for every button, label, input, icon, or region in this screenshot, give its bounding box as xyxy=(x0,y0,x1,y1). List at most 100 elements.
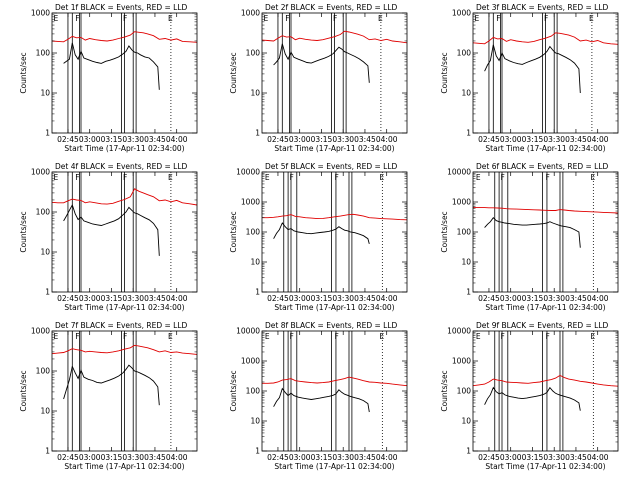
y-tick-label: 100 xyxy=(36,208,51,217)
chart-panel-7: Det 7f BLACK = Events, RED = LLD E F F E 1 10 1… xyxy=(19,321,198,471)
series-lld xyxy=(473,207,619,214)
x-tick-label: 03:30 xyxy=(543,453,565,462)
y-tick-label: 1000 xyxy=(241,198,260,207)
y-tick-label: 1000 xyxy=(31,9,50,18)
y-tick-label: 1 xyxy=(466,288,471,297)
marker-label: E xyxy=(168,332,173,341)
x-tick-label: 03:15 xyxy=(522,135,544,144)
chart-panel-9: Det 9f BLACK = Events, RED = LLD E F F E 1 10 1… xyxy=(440,321,619,471)
y-tick-label: 10 xyxy=(250,258,260,267)
series-events xyxy=(484,217,581,248)
x-tick-label: 03:00 xyxy=(500,294,522,303)
series-lld xyxy=(261,30,408,44)
chart-panel-8: Det 8f BLACK = Events, RED = LLD E F F E 1 10 1… xyxy=(229,321,408,471)
series-lld xyxy=(51,31,198,43)
chart-title: Det 6f BLACK = Events, RED = LLD xyxy=(476,162,609,171)
marker-label: F xyxy=(75,173,79,182)
chart-title: Det 4f BLACK = Events, RED = LLD xyxy=(55,162,188,171)
x-tick-label: 04:00 xyxy=(376,453,398,462)
marker-label: F xyxy=(501,332,505,341)
series-events xyxy=(273,222,370,245)
y-tick-label: 100 xyxy=(36,367,51,376)
chart-panel-3: Det 3f BLACK = Events, RED = LLD E F F E 1 10 1… xyxy=(440,3,619,153)
y-tick-label: 100 xyxy=(246,387,261,396)
chart-title: Det 9f BLACK = Events, RED = LLD xyxy=(476,321,609,330)
x-tick-label: 04:00 xyxy=(166,294,188,303)
marker-label: E xyxy=(476,173,481,182)
marker-label: F xyxy=(290,173,294,182)
x-axis-label: Start Time (17-Apr-11 02:34:00) xyxy=(485,144,605,153)
x-tick-label: 03:30 xyxy=(122,294,144,303)
y-axis-label: Counts/sec xyxy=(19,52,28,93)
x-tick-label: 03:00 xyxy=(79,135,101,144)
y-axis-label: Counts/sec xyxy=(19,370,28,411)
x-axis-label: Start Time (17-Apr-11 02:34:00) xyxy=(64,462,184,471)
series-events xyxy=(63,203,160,256)
x-tick-label: 02:45 xyxy=(478,453,500,462)
chart-panel-4: Det 4f BLACK = Events, RED = LLD E F F E 1 10 1… xyxy=(19,162,198,312)
chart-title: Det 2f BLACK = Events, RED = LLD xyxy=(265,3,398,12)
marker-label: E xyxy=(53,14,58,23)
x-tick-label: 02:45 xyxy=(267,453,289,462)
series-events xyxy=(484,386,581,411)
x-tick-label: 03:45 xyxy=(354,453,376,462)
y-tick-label: 1 xyxy=(45,129,50,138)
x-tick-label: 03:15 xyxy=(311,453,333,462)
y-tick-label: 100 xyxy=(457,49,472,58)
marker-label: F xyxy=(496,14,500,23)
x-tick-label: 04:00 xyxy=(166,453,188,462)
y-axis-label: Counts/sec xyxy=(229,52,238,93)
x-tick-label: 03:15 xyxy=(101,135,123,144)
y-tick-label: 1 xyxy=(255,129,260,138)
x-tick-label: 03:45 xyxy=(354,135,376,144)
x-tick-label: 04:00 xyxy=(376,135,398,144)
y-tick-label: 1000 xyxy=(31,327,50,336)
chart-panel-6: Det 6f BLACK = Events, RED = LLD E F F E 1 10 1… xyxy=(440,162,619,312)
x-tick-label: 03:15 xyxy=(522,453,544,462)
series-events xyxy=(484,44,581,94)
x-tick-label: 04:00 xyxy=(587,453,609,462)
y-tick-label: 10 xyxy=(40,89,50,98)
marker-label: E xyxy=(53,332,58,341)
y-tick-label: 10000 xyxy=(236,168,260,177)
marker-label: E xyxy=(590,332,595,341)
y-axis-label: Counts/sec xyxy=(229,370,238,411)
x-tick-label: 02:45 xyxy=(57,135,79,144)
series-events xyxy=(63,42,160,90)
x-tick-label: 02:45 xyxy=(57,294,79,303)
x-tick-label: 03:00 xyxy=(500,453,522,462)
x-tick-label: 03:15 xyxy=(101,294,123,303)
y-tick-label: 10 xyxy=(40,407,50,416)
marker-label: E xyxy=(379,173,384,182)
x-tick-label: 03:30 xyxy=(332,453,354,462)
y-tick-label: 1000 xyxy=(452,198,471,207)
series-events xyxy=(273,43,370,83)
marker-label: F xyxy=(75,14,79,23)
x-tick-label: 03:45 xyxy=(565,453,587,462)
chart-title: Det 5f BLACK = Events, RED = LLD xyxy=(265,162,398,171)
x-axis-label: Start Time (17-Apr-11 02:34:00) xyxy=(485,303,605,312)
chart-panel-5: Det 5f BLACK = Events, RED = LLD E F F E 1 10 1… xyxy=(229,162,408,312)
y-tick-label: 10000 xyxy=(447,168,471,177)
marker-label: E xyxy=(476,332,481,341)
x-tick-label: 03:30 xyxy=(543,135,565,144)
series-lld xyxy=(262,376,408,387)
y-tick-label: 100 xyxy=(36,49,51,58)
y-tick-label: 10 xyxy=(40,248,50,257)
marker-label: E xyxy=(168,173,173,182)
x-tick-label: 03:00 xyxy=(79,294,101,303)
y-tick-label: 100 xyxy=(457,228,472,237)
marker-label: E xyxy=(378,14,383,23)
y-tick-label: 1000 xyxy=(452,9,471,18)
plot-frame xyxy=(51,330,198,452)
chart-title: Det 7f BLACK = Events, RED = LLD xyxy=(55,321,188,330)
x-tick-label: 03:15 xyxy=(522,294,544,303)
chart-title: Det 8f BLACK = Events, RED = LLD xyxy=(265,321,398,330)
marker-label: E xyxy=(379,332,384,341)
x-tick-label: 02:45 xyxy=(478,135,500,144)
y-tick-label: 10 xyxy=(250,417,260,426)
x-tick-label: 02:45 xyxy=(267,294,289,303)
y-tick-label: 1 xyxy=(45,288,50,297)
marker-label: E xyxy=(53,173,58,182)
